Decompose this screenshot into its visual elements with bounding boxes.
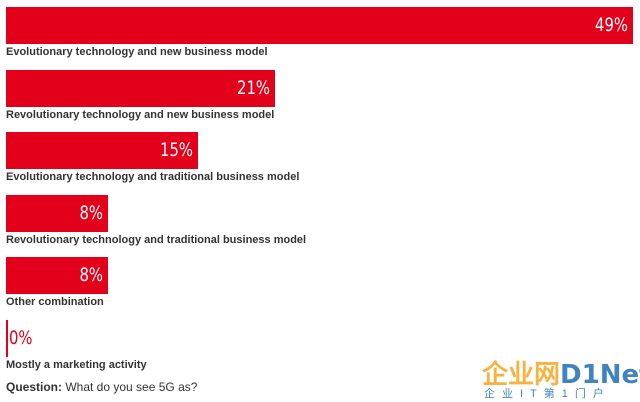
category-label: Evolutionary technology and new business… — [6, 46, 268, 58]
category-label: Evolutionary technology and traditional … — [6, 171, 300, 184]
bar — [6, 7, 633, 44]
bar-value-label: 0% — [9, 327, 33, 349]
bar — [6, 194, 108, 232]
category-label: Other combination — [6, 296, 104, 309]
watermark-cn: 企业网 — [482, 360, 561, 390]
watermark-subtitle: 企业IT第1门户 — [484, 388, 611, 400]
watermark-en: D1Net — [560, 360, 640, 390]
bar-value-label: 8% — [79, 264, 103, 287]
question-text: What do you see 5G as? — [65, 380, 198, 394]
category-label: Revolutionary technology and traditional… — [6, 233, 307, 246]
category-label: Revolutionary technology and new busines… — [6, 108, 275, 121]
bar-value-label: 15% — [160, 139, 193, 162]
question-label: Question: — [6, 380, 62, 394]
bar — [6, 132, 198, 170]
horizontal-bar-chart: 49% Evolutionary technology and new busin… — [6, 7, 633, 371]
bar-value-label: 8% — [79, 201, 103, 224]
bar-value-label: 21% — [237, 76, 270, 99]
bar-value-label: 49% — [595, 14, 628, 36]
category-label: Mostly a marketing activity — [6, 359, 147, 371]
question-caption: Question: What do you see 5G as? — [6, 380, 197, 394]
d1net-watermark-logo: 企业网D1Net 企业IT第1门户 — [478, 352, 640, 400]
bar — [6, 320, 8, 357]
bar — [6, 257, 108, 295]
bar — [6, 69, 275, 107]
watermark-title: 企业网D1Net — [482, 354, 640, 391]
